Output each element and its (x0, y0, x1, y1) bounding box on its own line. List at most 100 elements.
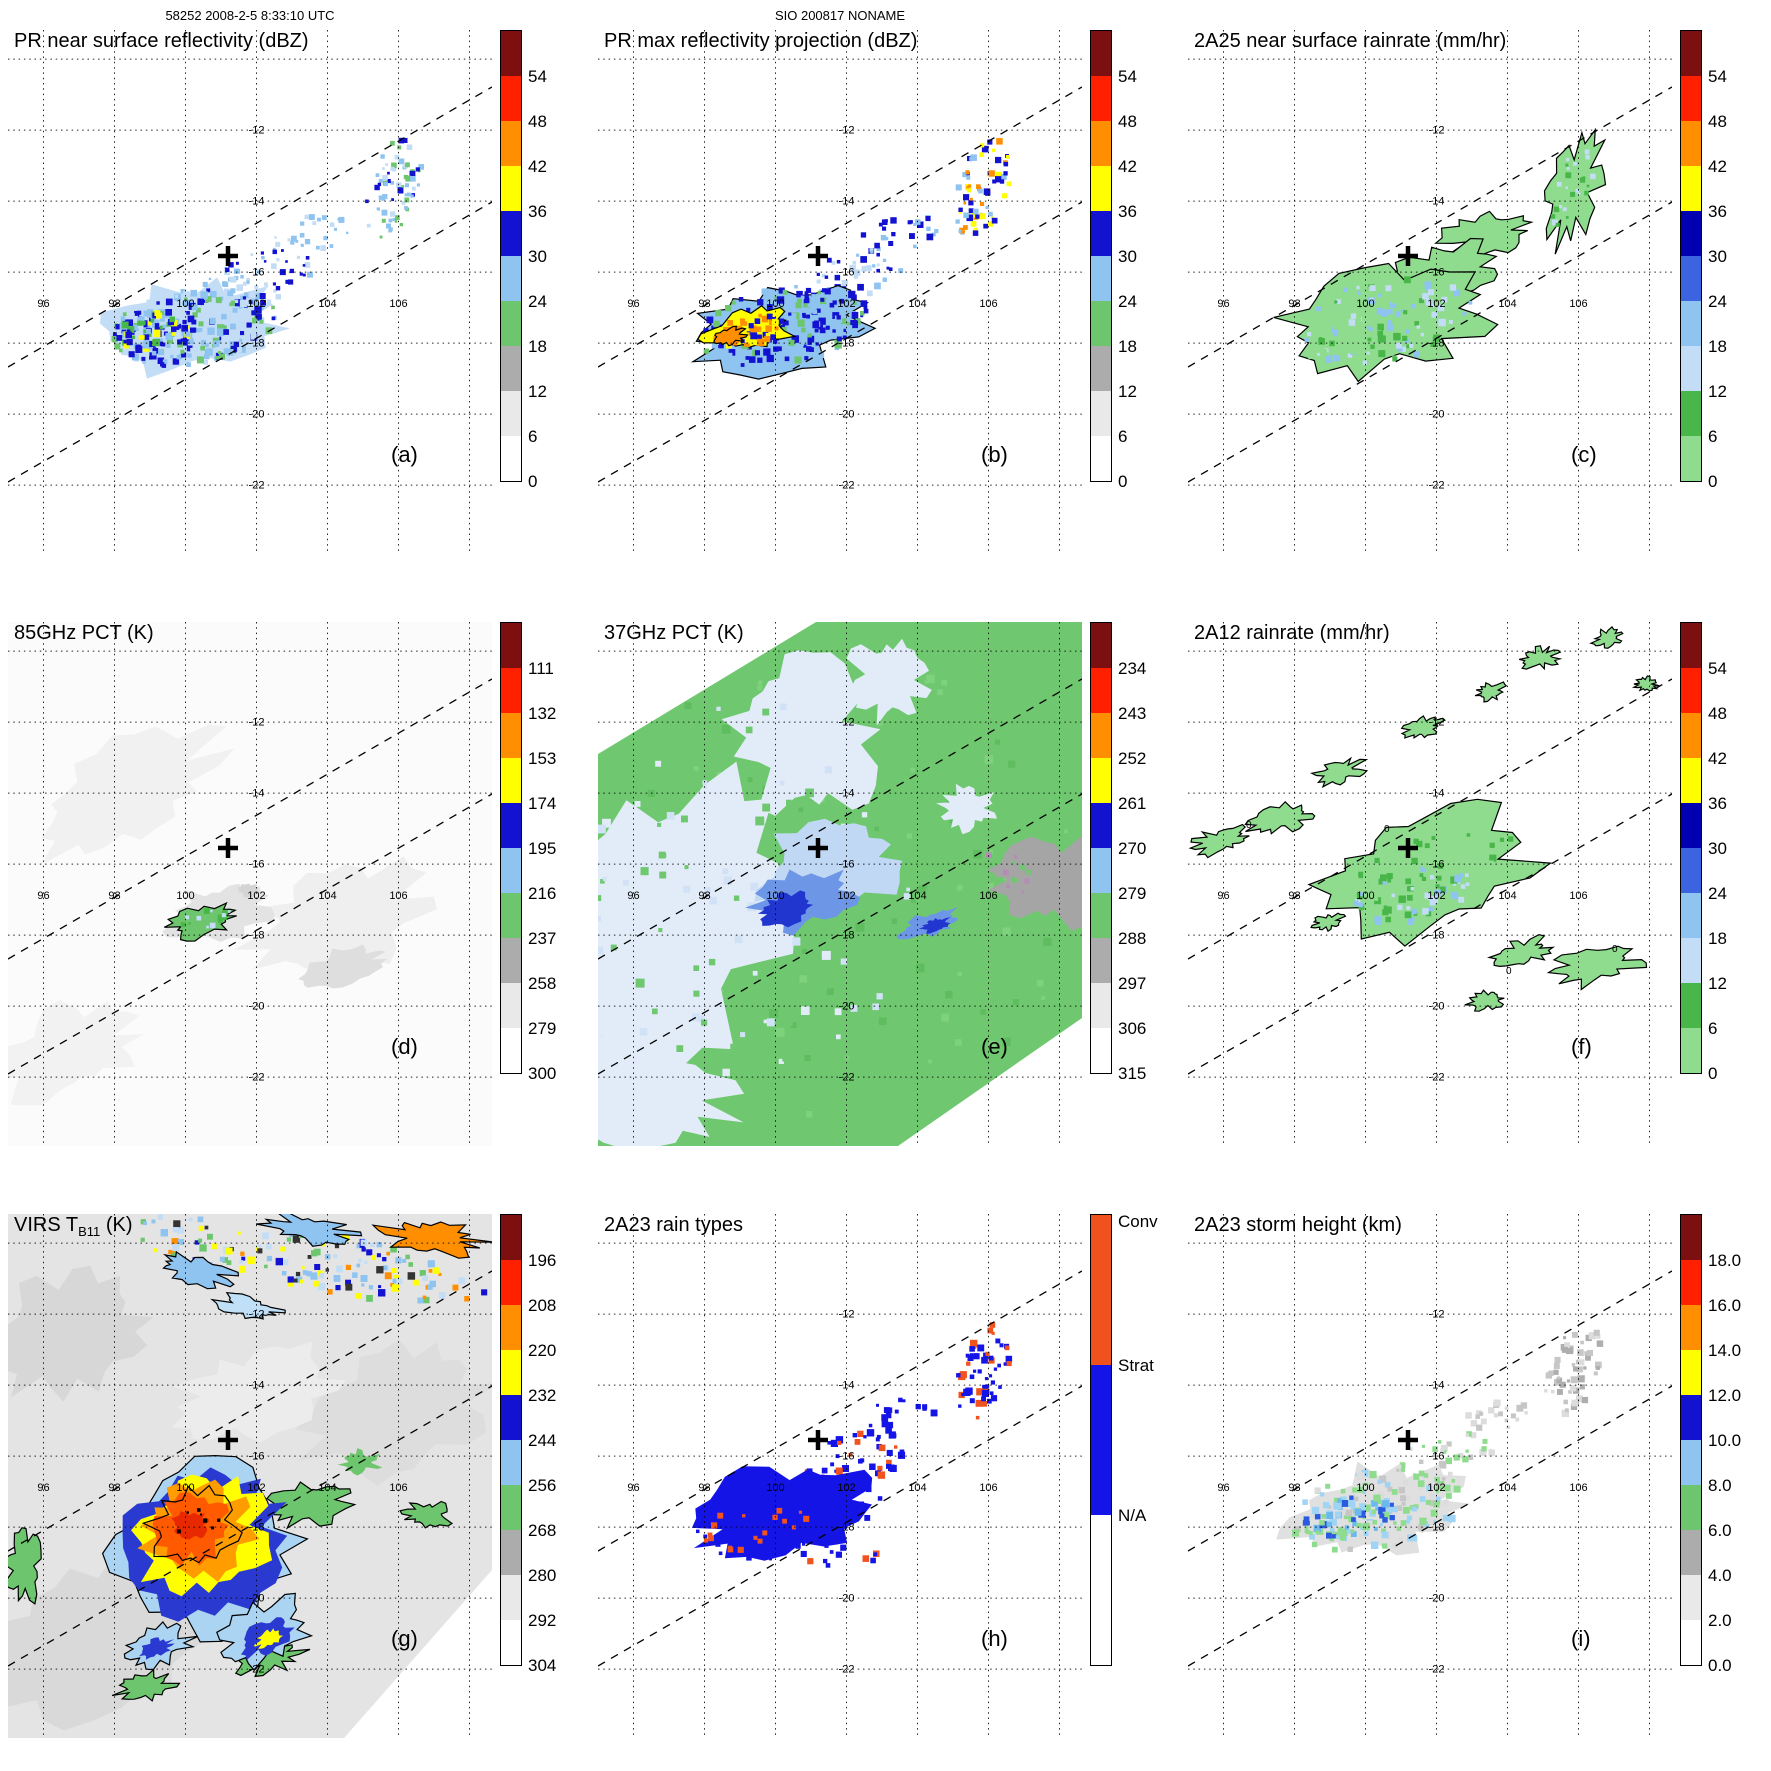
colorbar-tick: 220 (528, 1341, 557, 1360)
lat-label: -14 (1429, 788, 1445, 800)
colorbar-segment (1091, 983, 1111, 1028)
swath-layer (1188, 86, 1672, 483)
panel-h-title: 2A23 rain types (604, 1214, 743, 1236)
storm-center-marker (1398, 838, 1418, 858)
lat-label: -16 (249, 267, 265, 279)
lat-label: -22 (1429, 480, 1445, 492)
colorbar-tick: 54 (528, 67, 547, 86)
lat-label: -20 (839, 1001, 855, 1013)
colorbar-tick: 6 (1708, 427, 1718, 446)
lon-label: 100 (1356, 890, 1374, 902)
lon-label: 96 (627, 298, 639, 310)
panel-g-map: 96 98 100 102 104 106 -12 -14 -16 -18 -20 -22 (8, 1214, 492, 1738)
colorbar-tick: 4.0 (1708, 1566, 1732, 1585)
panel-f-letter: (f) (1571, 1034, 1592, 1059)
colorbar-segment (1091, 391, 1111, 436)
lat-label: -14 (1429, 1380, 1445, 1392)
lon-label: 104 (318, 1482, 336, 1494)
colorbar-tick: 297 (1118, 974, 1147, 993)
lat-label: -22 (1429, 1664, 1445, 1676)
lon-label: 102 (837, 298, 855, 310)
lat-label: -16 (1429, 1451, 1445, 1463)
colorbar-segment (1681, 1395, 1701, 1440)
colorbar-tick: 111 (528, 659, 554, 678)
lon-label: 98 (698, 298, 710, 310)
grid-layer: 96 98 100 102 104 106 -12 -14 -16 -18 -20 -22 (598, 30, 1082, 554)
colorbar-segment (1681, 848, 1701, 893)
data-layer: 0 0 0 0 (1188, 626, 1660, 1012)
colorbar-tick: 6 (1118, 427, 1128, 446)
colorbar-segment (1681, 31, 1701, 76)
lon-label: 96 (37, 1482, 49, 1494)
panel-d-map: 96 98 100 102 104 106 -12 -14 -16 -18 -20 -22 (8, 622, 492, 1146)
colorbar-tick: 216 (528, 884, 557, 903)
lat-label: -14 (839, 196, 855, 208)
colorbar-segment (1681, 1485, 1701, 1530)
colorbar-segment (1681, 893, 1701, 938)
colorbar-tick: 18.0 (1708, 1251, 1742, 1270)
grid-layer: 96 98 100 102 104 106 -12 -14 -16 -18 -20 -22 (8, 30, 492, 554)
colorbar-tick: 36 (1118, 202, 1137, 221)
colorbar-segment (501, 893, 521, 938)
colorbar-tick: 6.0 (1708, 1521, 1732, 1540)
colorbar-tick: 30 (1118, 247, 1137, 266)
data-layer (100, 137, 424, 379)
colorbar-segment (1681, 121, 1701, 166)
lat-label: -14 (249, 196, 265, 208)
colorbar-segment (501, 848, 521, 893)
panel-c: 2A25 near surface rainrate (mm/hr) 96 98 1… (1188, 30, 1771, 595)
colorbar-segment (501, 391, 521, 436)
lon-label: 102 (1427, 298, 1445, 310)
lon-label: 106 (389, 890, 407, 902)
colorbar-segment (1091, 623, 1111, 668)
panel-e-letter: (e) (981, 1034, 1008, 1059)
colorbar-segment (501, 1395, 521, 1440)
colorbar-segment (501, 1440, 521, 1485)
colorbar-segment (1091, 211, 1111, 256)
panel-c-map: 96 98 100 102 104 106 -12 -14 -16 -18 -20 -22 (1188, 30, 1672, 554)
lon-label: 96 (627, 1482, 639, 1494)
colorbar-tick: 14.0 (1708, 1341, 1742, 1360)
lat-label: -16 (839, 1451, 855, 1463)
colorbar-tick: 12 (1708, 974, 1727, 993)
lat-label: -16 (249, 859, 265, 871)
colorbar-segment (501, 301, 521, 346)
colorbar-segment (501, 211, 521, 256)
colorbar-tick: 234 (1118, 659, 1147, 678)
lon-label: 106 (979, 890, 997, 902)
swath-layer (598, 1270, 1082, 1667)
lat-label: -20 (249, 409, 265, 421)
lat-label: -18 (839, 338, 855, 350)
lon-label: 106 (1569, 298, 1587, 310)
lat-label: -20 (839, 1593, 855, 1605)
data-layer (691, 1322, 1013, 1568)
lat-label: -18 (839, 930, 855, 942)
lon-label: 102 (247, 1482, 265, 1494)
colorbar-tick: 243 (1118, 704, 1147, 723)
panel-h: 2A23 rain types 96 98 100 102 104 106 -12 -14 -1… (598, 1212, 1183, 1771)
grid-layer: 96 98 100 102 104 106 -12 -14 -16 -18 -20 -22 (8, 1214, 492, 1738)
lat-label: -22 (249, 1664, 265, 1676)
lat-label: -18 (249, 1522, 265, 1534)
panel-g-colorbar: 196 208 220 232 244 256 268 280 292 304 (500, 1214, 556, 1675)
colorbar-segment (501, 121, 521, 166)
colorbar-segment (501, 1028, 521, 1073)
data-layer (1273, 127, 1607, 383)
contour-label: 0 (1612, 944, 1618, 955)
lat-label: -16 (1429, 267, 1445, 279)
lat-label: -18 (1429, 338, 1445, 350)
colorbar-tick: 24 (1118, 292, 1137, 311)
colorbar-segment (1681, 301, 1701, 346)
lat-label: -18 (249, 338, 265, 350)
colorbar-segment (1091, 301, 1111, 346)
data-layer (690, 138, 1012, 380)
lat-label: -14 (1429, 196, 1445, 208)
colorbar-segment (1681, 76, 1701, 121)
lon-label: 96 (37, 890, 49, 902)
colorbar-tick: 132 (528, 704, 557, 723)
colorbar-segment (1091, 848, 1111, 893)
panel-b: PR max reflectivity projection (dBZ) 96 9… (598, 30, 1183, 595)
colorbar-tick: 6 (1708, 1019, 1718, 1038)
colorbar-tick: 54 (1708, 67, 1727, 86)
lon-label: 106 (389, 298, 407, 310)
